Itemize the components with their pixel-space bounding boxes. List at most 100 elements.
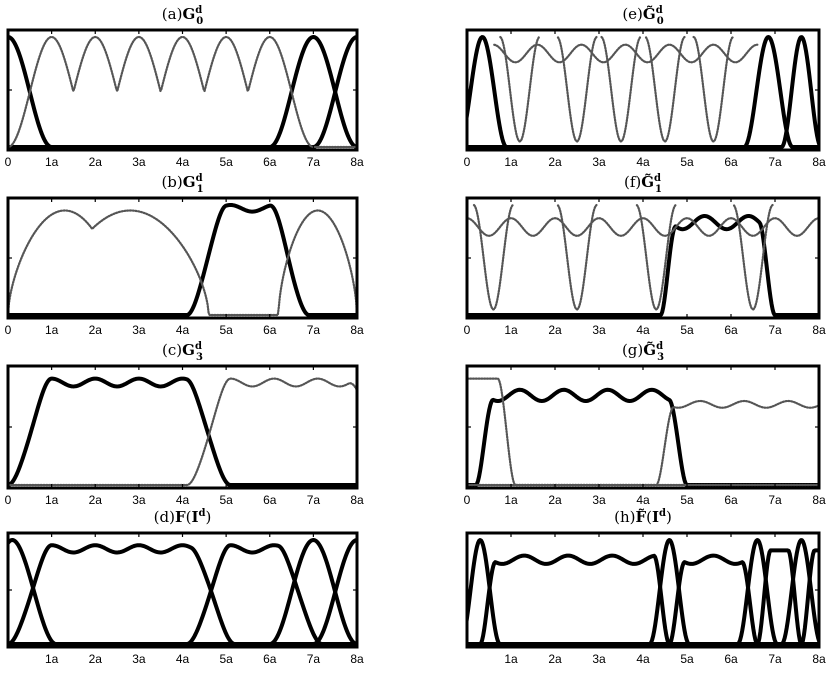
x-tick-label-f-5: 5a xyxy=(680,323,694,337)
x-tick-label-f-1: 1a xyxy=(504,323,518,337)
x-tick-label-e-1: 1a xyxy=(504,155,518,169)
series-b-1-dotted xyxy=(8,209,357,317)
series-h-0-solid xyxy=(467,538,819,646)
x-tick-label-b-1: 1a xyxy=(45,323,59,337)
panel-title-d: (d)F(Id) xyxy=(154,508,212,526)
x-tick-label-h-8: 8a xyxy=(812,652,826,666)
x-tick-label-c-5: 5a xyxy=(219,493,233,507)
panel-frame-e xyxy=(465,28,821,152)
x-tick-label-f-4: 4a xyxy=(636,323,650,337)
x-tick-label-d-1: 1a xyxy=(45,652,59,666)
series-g-1-dotted xyxy=(467,399,819,487)
x-tick-label-e-8: 8a xyxy=(812,155,826,169)
x-tick-label-g-2: 2a xyxy=(548,493,562,507)
x-tick-label-c-8: 8a xyxy=(350,493,364,507)
x-tick-label-d-5: 5a xyxy=(219,652,233,666)
x-tick-label-e-3: 3a xyxy=(592,155,606,169)
x-tick-label-h-7: 7a xyxy=(768,652,782,666)
plot-area-g xyxy=(467,377,819,487)
x-tick-label-f-0: 0 xyxy=(464,323,471,337)
x-tick-label-g-5: 5a xyxy=(680,493,694,507)
panel-f: (f)G̃d 1 0 1a 2a 3a 4a 5a 6a 7a 8a xyxy=(464,173,826,337)
x-tick-label-a-1: 1a xyxy=(45,155,59,169)
plot-area-a xyxy=(8,35,357,149)
x-tick-label-h-5: 5a xyxy=(680,652,694,666)
panel-e: (e)G̃d 0 0 1a 2a 3a 4a 5a 6a 7a 8a xyxy=(464,5,826,169)
x-tick-label-d-7: 7a xyxy=(307,652,321,666)
panel-b: (b)Gd 1 0 1a 2a 3a 4a 5a 6a 7a 8a xyxy=(5,173,364,337)
panel-title-c: (c)Gd 3 xyxy=(162,341,203,363)
x-tick-label-b-3: 3a xyxy=(132,323,146,337)
panel-frame-b xyxy=(6,196,359,320)
panel-g: (g)G̃d 3 0 1a 2a 3a 4a 5a 6a 7a 8a xyxy=(464,341,826,507)
series-e-2-dotted xyxy=(493,43,759,64)
series-e-3-dotted xyxy=(499,35,735,143)
x-tick-label-e-7: 7a xyxy=(768,155,782,169)
x-tick-label-c-6: 6a xyxy=(263,493,277,507)
x-tick-label-a-0: 0 xyxy=(5,155,12,169)
x-tick-label-e-6: 6a xyxy=(724,155,738,169)
x-tick-label-g-0: 0 xyxy=(464,493,471,507)
series-g-0-solid xyxy=(467,387,819,487)
x-tick-label-h-6: 6a xyxy=(724,652,738,666)
x-tick-label-b-4: 4a xyxy=(176,323,190,337)
x-tick-label-c-7: 7a xyxy=(307,493,321,507)
x-tick-label-g-1: 1a xyxy=(504,493,518,507)
x-tick-label-h-3: 3a xyxy=(592,652,606,666)
panel-title-e: (e)G̃d 0 xyxy=(622,5,663,27)
x-tick-label-a-8: 8a xyxy=(350,155,364,169)
x-tick-label-f-7: 7a xyxy=(768,323,782,337)
series-c-0-solid xyxy=(8,376,357,487)
x-tick-label-c-4: 4a xyxy=(176,493,190,507)
x-tick-label-e-4: 4a xyxy=(636,155,650,169)
panel-h: (h)F̃(Id) 1a 2a 3a 4a 5a 6a 7a 8a xyxy=(465,508,826,666)
x-tick-label-d-6: 6a xyxy=(263,652,277,666)
x-tick-label-h-2: 2a xyxy=(548,652,562,666)
series-a-2-dotted xyxy=(8,35,357,149)
x-tick-label-b-7: 7a xyxy=(307,323,321,337)
panel-c: (c)Gd 3 0 1a 2a 3a 4a 5a 6a 7a 8a xyxy=(5,341,364,507)
panel-title-a: (a)Gd 0 xyxy=(162,5,203,27)
plot-area-f xyxy=(467,203,819,317)
x-tick-label-e-2: 2a xyxy=(548,155,562,169)
plot-area-h xyxy=(467,538,819,646)
x-tick-label-h-1: 1a xyxy=(504,652,518,666)
x-tick-label-f-6: 6a xyxy=(724,323,738,337)
x-tick-label-b-5: 5a xyxy=(219,323,233,337)
x-tick-label-d-8: 8a xyxy=(350,652,364,666)
x-tick-label-b-8: 8a xyxy=(350,323,364,337)
x-tick-label-b-6: 6a xyxy=(263,323,277,337)
x-tick-label-f-3: 3a xyxy=(592,323,606,337)
x-tick-label-e-0: 0 xyxy=(464,155,471,169)
panel-title-f: (f)G̃d 1 xyxy=(624,173,662,195)
x-tick-label-b-2: 2a xyxy=(89,323,103,337)
x-tick-label-h-4: 4a xyxy=(636,652,650,666)
plot-area-d xyxy=(8,538,357,646)
x-tick-label-g-4: 4a xyxy=(636,493,650,507)
series-f-1-dotted xyxy=(467,217,819,237)
series-f-2-dotted xyxy=(472,203,774,311)
series-c-1-dotted xyxy=(8,377,357,487)
x-tick-label-d-2: 2a xyxy=(89,652,103,666)
x-tick-label-f-2: 2a xyxy=(548,323,562,337)
panel-title-g: (g)G̃d 3 xyxy=(622,341,664,363)
x-tick-label-a-3: 3a xyxy=(132,155,146,169)
panel-a: (a)Gd 0 0 1a 2a 3a 4a 5a 6a 7a 8a xyxy=(5,5,364,169)
x-tick-label-g-7: 7a xyxy=(768,493,782,507)
series-g-2-dotted xyxy=(467,377,819,487)
x-tick-label-d-4: 4a xyxy=(176,652,190,666)
x-tick-label-g-8: 8a xyxy=(812,493,826,507)
x-tick-label-a-6: 6a xyxy=(263,155,277,169)
panel-d: (d)F(Id) 1a 2a 3a 4a 5a 6a 7a 8a xyxy=(6,508,364,666)
x-tick-label-f-8: 8a xyxy=(812,323,826,337)
panel-title-h: (h)F̃(Id) xyxy=(614,508,672,526)
x-tick-label-b-0: 0 xyxy=(5,323,12,337)
plot-area-c xyxy=(8,376,357,487)
x-tick-label-c-0: 0 xyxy=(5,493,12,507)
x-tick-label-a-4: 4a xyxy=(176,155,190,169)
x-tick-label-g-6: 6a xyxy=(724,493,738,507)
plot-area-b xyxy=(8,203,357,317)
x-tick-label-g-3: 3a xyxy=(592,493,606,507)
panel-frame-g xyxy=(465,364,821,490)
